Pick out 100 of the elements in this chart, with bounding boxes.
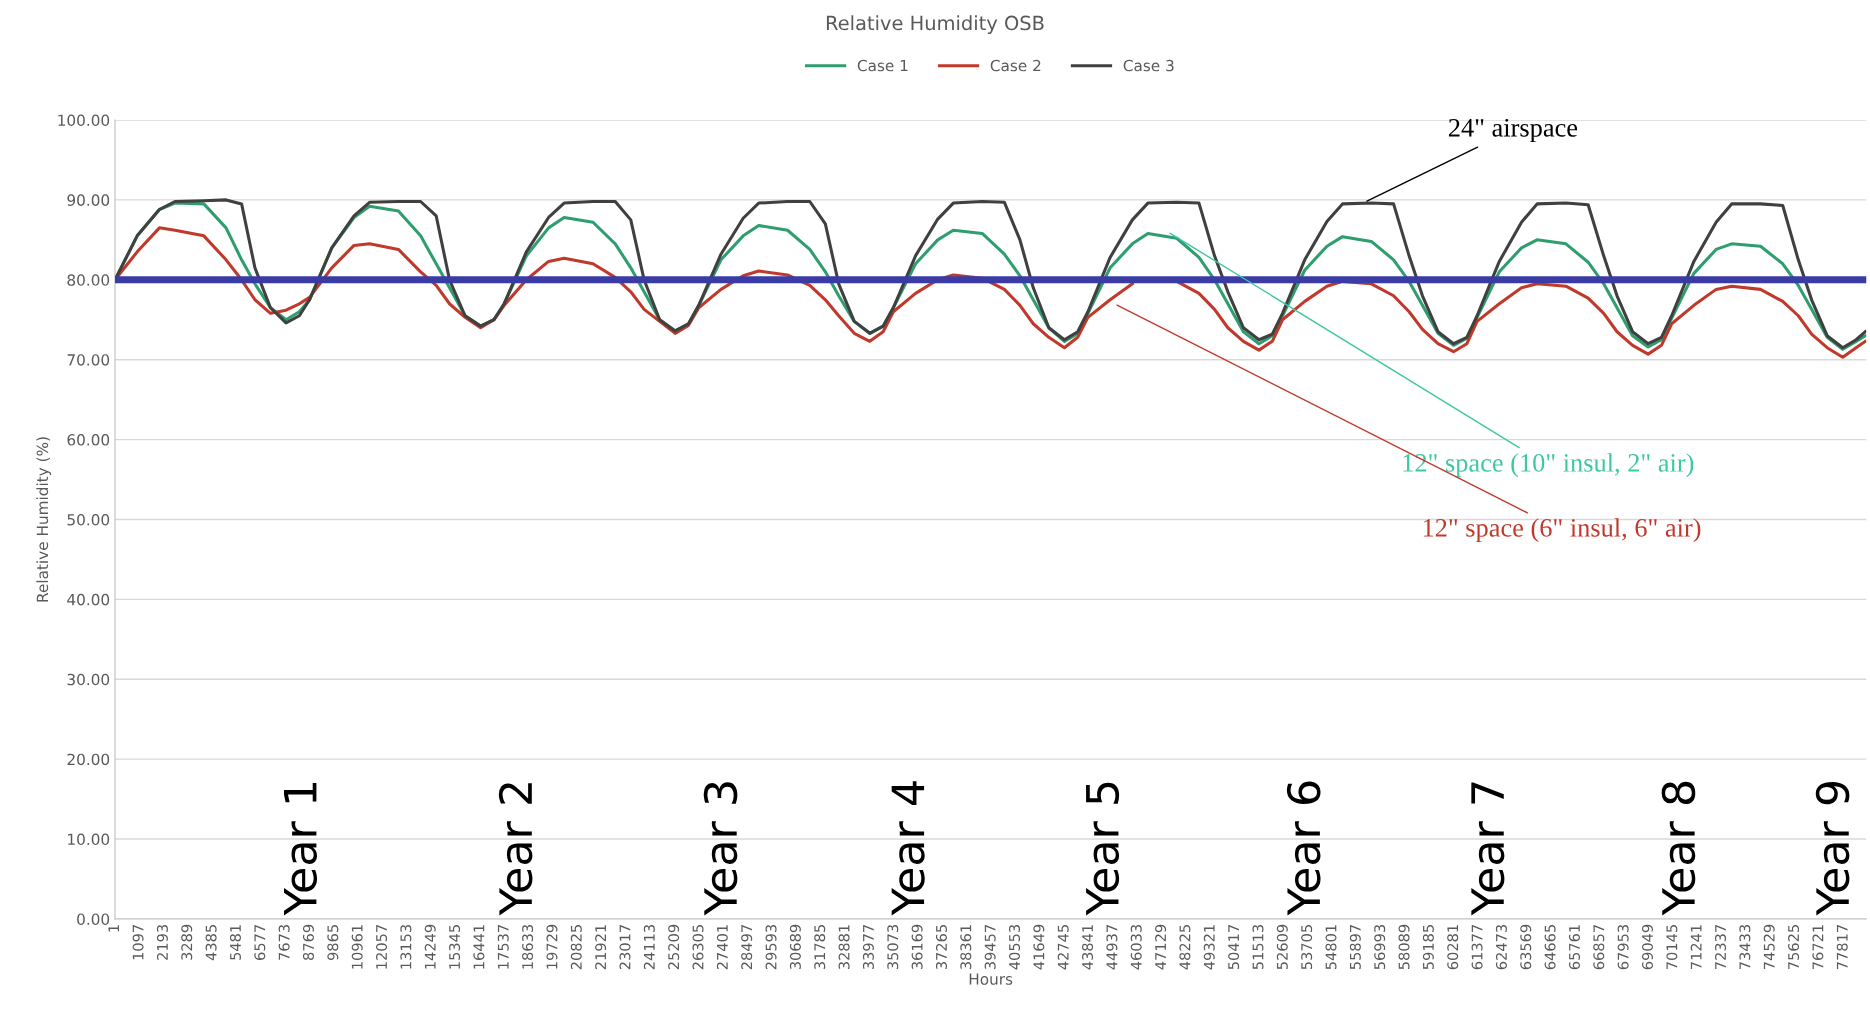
annotation: Year 6 — [1286, 781, 1321, 916]
y-tick-label: 70.00 — [67, 354, 110, 366]
x-tick-label: 43841 — [1082, 925, 1094, 970]
x-tick-label: 10961 — [351, 925, 363, 969]
x-tick-label: 16441 — [473, 925, 485, 969]
y-tick-label: 30.00 — [67, 673, 110, 686]
x-tick-label: 35073 — [887, 924, 899, 970]
x-tick-label: 49321 — [1203, 925, 1215, 970]
x-tick-label: 41649 — [1033, 924, 1045, 970]
y-tick-label: 10.00 — [68, 833, 110, 846]
x-tick-label: 59185 — [1422, 925, 1434, 970]
x-tick-label: 13153 — [400, 924, 412, 969]
annotation: 24" airspace — [1448, 118, 1578, 143]
y-tick-label: 100.00 — [58, 114, 110, 127]
x-tick-label: 42745 — [1057, 925, 1069, 970]
x-tick-label: 33977 — [862, 925, 874, 970]
x-tick-label: 69049 — [1641, 924, 1653, 970]
x-tick-label: 19729 — [546, 924, 558, 969]
x-tick-label: 66857 — [1593, 925, 1605, 970]
x-tick-label: 55897 — [1349, 925, 1361, 970]
x-tick-label: 31785 — [814, 925, 826, 970]
x-tick-label: 5481 — [229, 925, 241, 960]
x-tick-label: 74529 — [1763, 924, 1775, 970]
x-tick-label: 51513 — [1252, 924, 1264, 970]
x-tick-label: 48225 — [1179, 925, 1191, 970]
x-tick-label: 1 — [108, 925, 120, 932]
y-tick-label: 0.00 — [77, 913, 110, 925]
x-tick-label: 17537 — [497, 925, 509, 969]
x-tick-label: 23017 — [619, 925, 631, 970]
y-axis-title: Relative Humidity (%) — [36, 437, 52, 602]
x-tick-label: 30689 — [789, 924, 801, 970]
x-tick-label: 52609 — [1276, 924, 1288, 970]
x-tick-label: 28497 — [741, 925, 753, 970]
y-tick-label: 60.00 — [67, 434, 110, 446]
x-tick-label: 75625 — [1788, 925, 1800, 970]
x-tick-label: 63569 — [1520, 924, 1532, 970]
x-tick-label: 54801 — [1325, 925, 1337, 970]
x-tick-label: 27401 — [716, 925, 728, 970]
x-tick-label: 39457 — [984, 925, 996, 970]
annotation: Year 1 — [284, 782, 318, 916]
legend-label: Case 2 — [990, 59, 1041, 72]
x-tick-label: 40553 — [1008, 924, 1021, 970]
x-tick-label: 73433 — [1739, 924, 1751, 970]
x-tick-label: 26305 — [692, 925, 704, 970]
annotation: Year 7 — [1471, 782, 1505, 916]
x-axis-title: Hours — [969, 973, 1013, 985]
x-tick-label: 8769 — [302, 924, 314, 960]
x-tick-label: 18633 — [522, 924, 534, 969]
x-tick-label: 61377 — [1471, 925, 1483, 970]
x-tick-label: 3289 — [181, 924, 193, 960]
x-tick-label: 4385 — [205, 925, 217, 961]
x-tick-label: 62473 — [1495, 924, 1507, 970]
x-tick-label: 46033 — [1130, 924, 1142, 970]
chart-title: Relative Humidity OSB — [826, 15, 1044, 35]
x-tick-label: 15345 — [449, 925, 461, 969]
x-tick-label: 29593 — [765, 924, 777, 970]
annotation: Year 5 — [1086, 782, 1120, 916]
y-tick-label: 80.00 — [67, 274, 110, 286]
x-tick-label: 2193 — [156, 924, 168, 960]
x-tick-label: 9865 — [327, 925, 339, 961]
annotation: Year 2 — [498, 783, 533, 916]
x-tick-label: 20825 — [570, 925, 582, 970]
x-tick-label: 44937 — [1106, 925, 1118, 970]
x-tick-label: 21921 — [595, 925, 607, 970]
annotation: 12" space (6" insul, 6" air) — [1423, 518, 1701, 543]
legend-label: Case 3 — [1123, 59, 1174, 72]
x-tick-label: 14249 — [424, 924, 436, 969]
x-tick-label: 70145 — [1666, 925, 1678, 970]
x-tick-label: 36169 — [911, 924, 923, 970]
x-tick-label: 7673 — [278, 924, 290, 960]
x-tick-label: 76721 — [1812, 925, 1824, 970]
x-tick-label: 58089 — [1398, 924, 1410, 970]
x-tick-label: 77817 — [1836, 925, 1848, 970]
x-tick-label: 37265 — [935, 925, 947, 970]
legend-label: Case 1 — [857, 59, 908, 72]
y-tick-label: 40.00 — [67, 593, 110, 606]
x-tick-label: 25209 — [668, 924, 680, 970]
x-tick-label: 60281 — [1447, 925, 1459, 970]
x-tick-label: 1097 — [132, 925, 144, 960]
annotation: Year 8 — [1661, 781, 1696, 916]
annotation: Year 9 — [1815, 781, 1850, 916]
x-tick-label: 38361 — [960, 925, 972, 970]
x-tick-label: 24113 — [643, 924, 655, 970]
x-tick-label: 72337 — [1715, 925, 1727, 970]
y-tick-label: 20.00 — [67, 753, 110, 766]
x-tick-label: 6577 — [254, 925, 266, 960]
x-tick-label: 71241 — [1690, 925, 1702, 970]
x-tick-label: 64665 — [1544, 925, 1556, 970]
annotation: Year 3 — [703, 782, 738, 916]
x-tick-label: 67953 — [1617, 924, 1629, 970]
x-tick-label: 65761 — [1568, 925, 1580, 970]
x-tick-label: 32881 — [838, 925, 850, 970]
annotation: Year 4 — [891, 781, 925, 916]
x-tick-label: 47129 — [1155, 924, 1167, 970]
y-tick-label: 50.00 — [67, 513, 110, 526]
x-tick-label: 50417 — [1228, 925, 1240, 970]
y-tick-label: 90.00 — [67, 194, 110, 206]
x-tick-label: 12057 — [376, 925, 388, 969]
x-tick-label: 53705 — [1301, 925, 1313, 970]
x-tick-label: 56993 — [1374, 924, 1386, 970]
